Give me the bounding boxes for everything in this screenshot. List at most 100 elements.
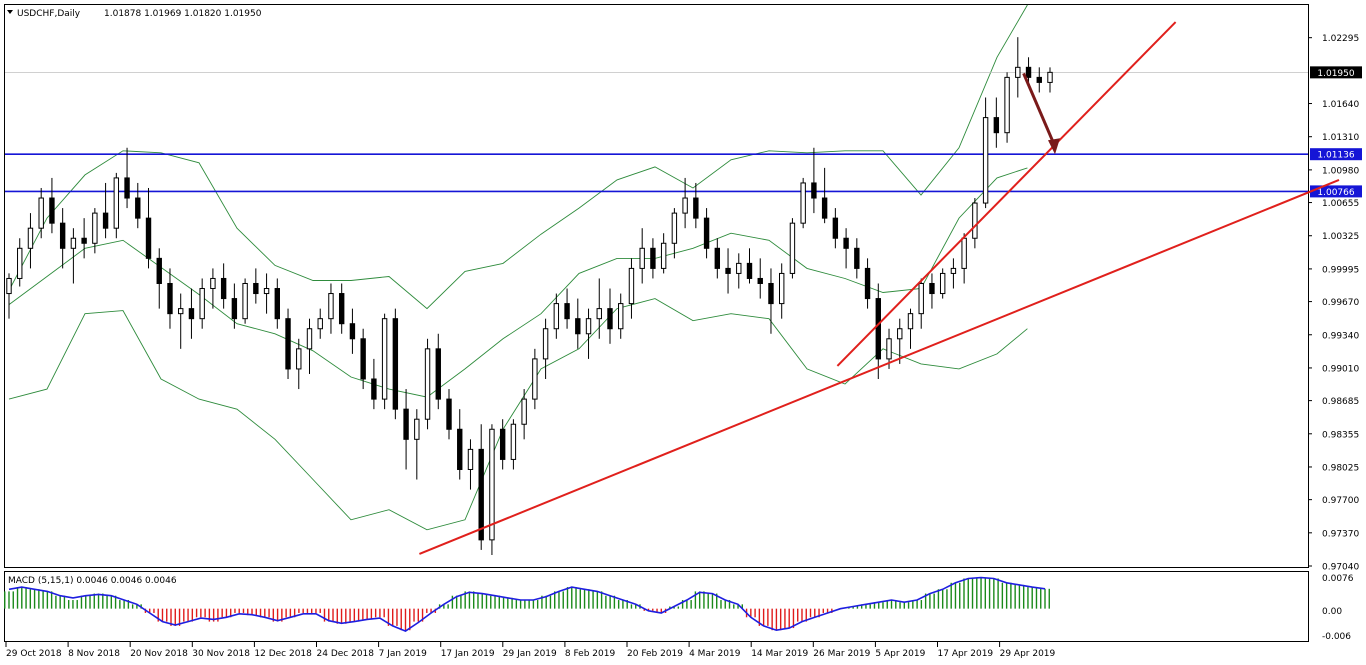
candle-body <box>274 288 280 320</box>
candle-body <box>789 222 796 274</box>
candle-body <box>296 348 302 370</box>
candle-body <box>6 277 12 295</box>
macd-label: MACD (5,15,1) 0.0046 0.0046 0.0046 <box>8 576 177 586</box>
candle-body <box>317 318 323 330</box>
candle-body <box>59 222 66 249</box>
candle-body <box>746 262 753 279</box>
y-tick-label: 0.98355 <box>1322 430 1359 440</box>
candle-body <box>564 303 570 320</box>
candle-body <box>1047 71 1053 83</box>
candle-body <box>414 418 420 440</box>
dropdown-triangle-icon[interactable] <box>7 10 13 14</box>
candle-body <box>231 298 238 320</box>
candle-body <box>435 348 441 400</box>
candle-body <box>263 288 270 295</box>
candle-body <box>92 212 98 244</box>
arrow-annotation <box>1022 72 1060 155</box>
macd-tick-bottom: -0.006 <box>1322 632 1351 642</box>
candle-body <box>1025 66 1032 78</box>
x-tick-label: 29 Jan 2019 <box>503 649 557 659</box>
bollinger-upper <box>8 4 1028 310</box>
candle-body <box>81 237 87 244</box>
y-tick-label: 0.99010 <box>1322 364 1359 374</box>
candle-body <box>779 272 785 305</box>
candle-body <box>886 338 892 360</box>
candle-body <box>993 117 1000 134</box>
candle-body <box>585 318 592 335</box>
candle-body <box>918 282 924 315</box>
candle-body <box>124 177 130 199</box>
candle-body <box>113 177 120 229</box>
y-tick-label: 1.01640 <box>1322 100 1359 110</box>
symbol-title: USDCHF,Daily <box>17 9 81 19</box>
arrow-shaft <box>1022 72 1056 145</box>
x-tick-label: 8 Feb 2019 <box>565 649 616 659</box>
candle-body <box>178 308 184 315</box>
support-lines: 1.01136 1.00766 1.01950 <box>5 66 1362 198</box>
candle-body <box>17 247 23 279</box>
y-tick-label: 0.99340 <box>1322 331 1359 341</box>
candle-body <box>457 428 463 470</box>
candle-body <box>489 428 495 541</box>
y-tick-label: 1.00325 <box>1322 232 1359 242</box>
y-tick-label: 0.99670 <box>1322 298 1359 308</box>
candle-body <box>156 257 162 284</box>
candle-body <box>210 277 216 290</box>
macd-plot-frame <box>4 571 1309 642</box>
x-tick-label: 12 Dec 2018 <box>254 649 312 659</box>
candle-body <box>660 242 667 269</box>
x-axis-ticks: 29 Oct 2018 8 Nov 2018 20 Nov 2018 30 Nov 2… <box>5 642 1056 659</box>
candle-body <box>939 272 946 295</box>
price-level-label: 1.01136 <box>1317 151 1354 161</box>
candle-body <box>392 318 399 410</box>
candle-body <box>736 262 742 274</box>
candle-body <box>875 298 881 360</box>
candle-body <box>596 308 602 320</box>
x-tick-label: 14 Mar 2019 <box>751 649 808 659</box>
arrow-head <box>1048 138 1060 155</box>
trendline <box>836 21 1177 367</box>
candle-body <box>199 288 205 320</box>
candle-body <box>102 212 109 229</box>
candle-body <box>70 237 77 249</box>
candle-body <box>961 237 967 269</box>
y-tick-label: 0.99995 <box>1322 265 1359 275</box>
candle-body <box>907 313 914 330</box>
candle-body <box>381 318 388 400</box>
candle-body <box>929 282 935 295</box>
bollinger-middle <box>8 167 1028 398</box>
candle-body <box>703 217 710 249</box>
candle-body <box>693 197 699 219</box>
main-plot-frame <box>4 4 1309 568</box>
macd-signal-line <box>8 576 1046 633</box>
x-tick-label: 29 Oct 2018 <box>6 649 62 659</box>
candle-body <box>167 282 173 315</box>
candle-body <box>714 247 721 269</box>
candle-body <box>424 348 431 420</box>
price-axis <box>1309 4 1365 642</box>
candle-body <box>371 378 377 400</box>
candle-body <box>403 408 409 440</box>
x-tick-label: 17 Apr 2019 <box>938 649 994 659</box>
candle-body <box>972 202 978 239</box>
candle-body <box>467 448 474 470</box>
x-tick-label: 4 Mar 2019 <box>689 649 741 659</box>
y-tick-label: 1.00655 <box>1322 199 1359 209</box>
candle-body <box>811 182 817 199</box>
y-tick-label: 0.97040 <box>1322 563 1359 573</box>
candle-body <box>478 448 484 541</box>
x-tick-label: 26 Mar 2019 <box>813 649 870 659</box>
candle-body <box>446 398 452 430</box>
candle-body <box>950 267 957 274</box>
candle-body <box>306 328 313 350</box>
candle-body <box>864 267 871 300</box>
candle-body <box>650 247 656 269</box>
candle-body <box>188 308 195 320</box>
candle-body <box>349 323 356 340</box>
x-tick-label: 5 Apr 2019 <box>875 649 925 659</box>
candle-body <box>1015 66 1021 78</box>
trendlines <box>419 21 1340 555</box>
candle-body <box>843 237 849 249</box>
candle-body <box>220 277 227 300</box>
y-tick-label: 0.97370 <box>1322 529 1359 539</box>
